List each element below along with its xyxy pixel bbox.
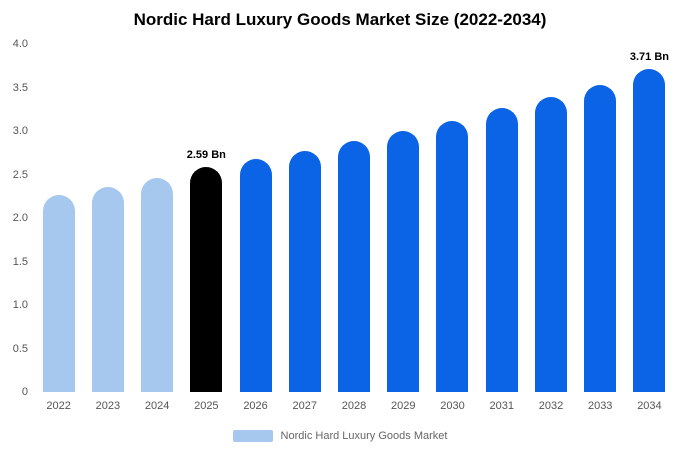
bar-2024 (141, 177, 174, 392)
bar-column: 2022 (34, 44, 83, 412)
bar-2034 (633, 69, 666, 392)
y-tick-label: 1.0 (12, 299, 28, 311)
x-tick-label: 2031 (489, 400, 514, 412)
bar-2030 (436, 120, 469, 392)
chart-title: Nordic Hard Luxury Goods Market Size (20… (133, 10, 547, 29)
bar-2029 (387, 131, 420, 392)
bar-column: 2034 3.71 Bn (625, 44, 674, 412)
x-tick-label: 2022 (46, 400, 71, 412)
y-axis: 0 0.5 1.0 1.5 2.0 2.5 3.0 3.5 4.0 (6, 38, 30, 398)
bar-2028 (338, 141, 371, 392)
y-tick-label: 3.5 (12, 81, 28, 94)
bar-2033 (584, 84, 617, 392)
y-tick-label: 0.5 (12, 342, 28, 355)
bar-column: 2031 (477, 44, 526, 412)
chart-body: 0 0.5 1.0 1.5 2.0 2.5 3.0 3.5 4.0 2022 2023 2024 20… (6, 38, 674, 412)
bar-2031 (485, 108, 518, 392)
bars-area: 2022 2023 2024 2025 2.59 Bn 2026 2027 2028 2029 2… (34, 44, 674, 412)
bar-column: 2027 (280, 44, 329, 412)
x-tick-label: 2027 (292, 400, 318, 412)
x-tick-label: 2029 (391, 400, 416, 412)
y-tick-label: 3.0 (12, 125, 28, 137)
legend-label: Nordic Hard Luxury Goods Market (280, 430, 448, 442)
x-tick-label: 2024 (144, 400, 170, 412)
bar-2023 (91, 186, 124, 392)
x-tick-label: 2026 (243, 400, 268, 412)
bar-2026 (239, 158, 272, 392)
x-tick-label: 2034 (637, 400, 662, 412)
bar-column: 2025 2.59 Bn (182, 44, 231, 412)
y-tick-label: 2.0 (12, 212, 28, 224)
y-tick-label: 1.5 (12, 255, 28, 268)
bar-2022 (42, 194, 75, 392)
bar-2032 (534, 97, 567, 392)
bar-column: 2024 (132, 44, 181, 412)
bar-column: 2028 (329, 44, 378, 412)
bar-value-label: 3.71 Bn (629, 51, 669, 64)
bar-2027 (288, 151, 321, 392)
legend: Nordic Hard Luxury Goods Market (0, 430, 680, 442)
x-tick-label: 2028 (341, 400, 367, 412)
bar-column: 2026 (231, 44, 280, 412)
bar-column: 2033 (576, 44, 625, 412)
bar-column: 2030 (428, 44, 477, 412)
x-tick-label: 2025 (194, 400, 219, 412)
bar-value-label: 2.59 Bn (186, 148, 226, 161)
bar-column: 2029 (379, 44, 428, 412)
x-tick-label: 2023 (95, 400, 121, 412)
bar-2025 (190, 166, 223, 392)
x-tick-label: 2030 (440, 400, 465, 412)
x-tick-label: 2033 (587, 400, 613, 412)
legend-swatch (232, 430, 273, 442)
y-tick-label: 0 (21, 386, 28, 398)
y-tick-label: 4.0 (12, 38, 28, 50)
y-tick-label: 2.5 (12, 168, 28, 181)
bar-column: 2032 (526, 44, 575, 412)
bar-column: 2023 (83, 44, 132, 412)
x-tick-label: 2032 (538, 400, 564, 412)
